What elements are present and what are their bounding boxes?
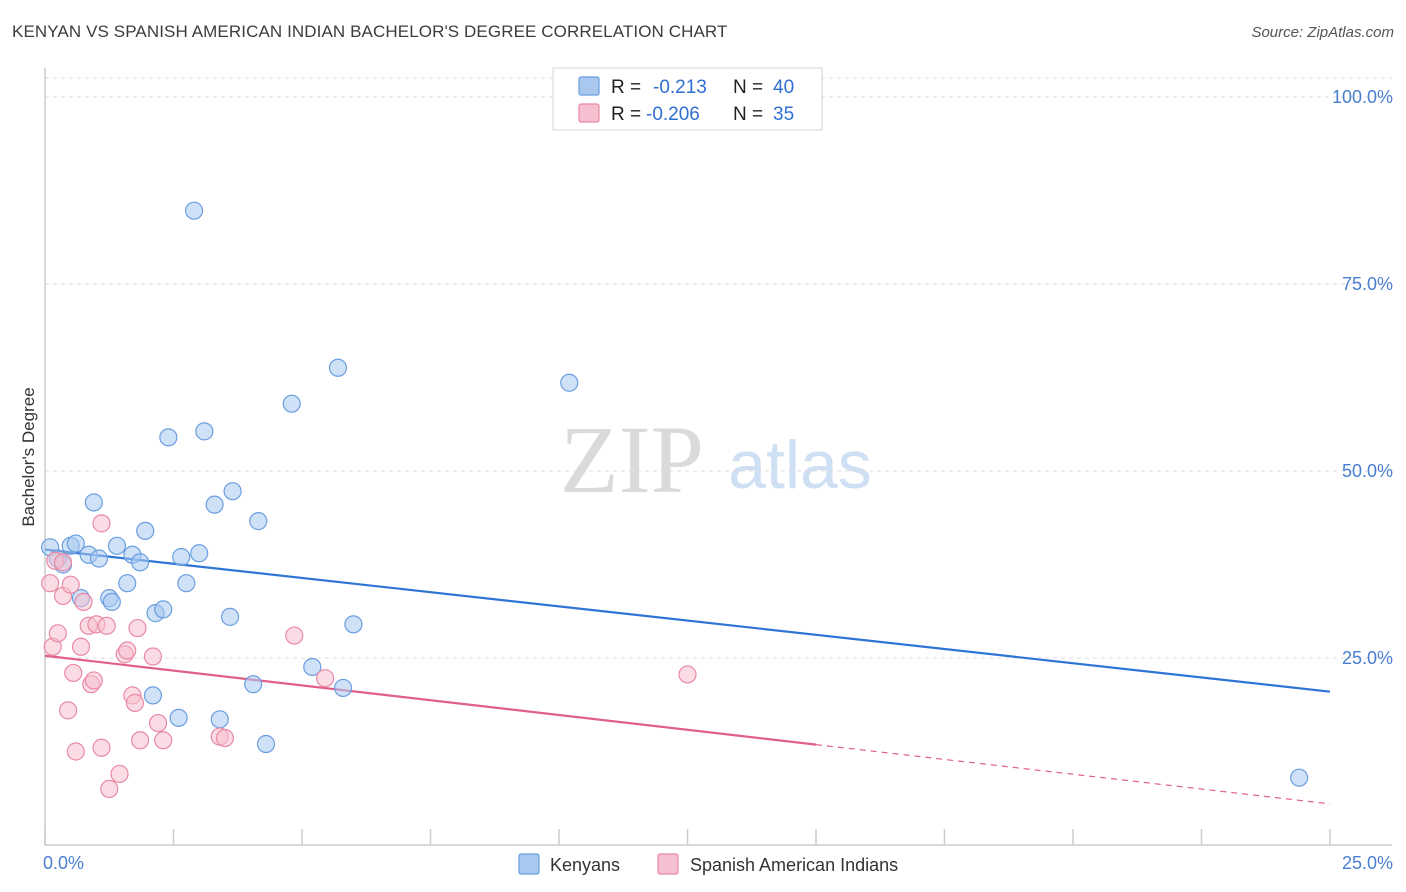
kenyans-point[interactable]: [190, 544, 209, 563]
spanish-american-indians-point[interactable]: [48, 624, 67, 643]
spanish-american-indians-trend-extension: [815, 744, 1331, 805]
kenyans-point[interactable]: [1290, 768, 1309, 787]
legend-r-label-kenyans: R =: [611, 77, 641, 98]
kenyans-point[interactable]: [344, 615, 363, 634]
kenyans-point[interactable]: [136, 521, 155, 540]
tick-labels: 100.0% 75.0% 50.0% 25.0% 0.0% 25.0%: [43, 87, 1393, 873]
spanish-american-indians-point[interactable]: [678, 665, 697, 684]
watermark-atlas: atlas: [728, 427, 872, 503]
spanish-american-indians-point[interactable]: [316, 669, 335, 688]
spanish-american-indians-point[interactable]: [71, 637, 91, 656]
bottom-legend: Kenyans Spanish American Indians: [518, 853, 898, 875]
bottom-legend-swatch-kenyans[interactable]: [518, 853, 540, 875]
kenyans-point[interactable]: [334, 678, 353, 698]
kenyans-point[interactable]: [89, 549, 109, 568]
kenyans-point[interactable]: [130, 553, 150, 572]
kenyans-point[interactable]: [256, 734, 276, 754]
legend-n-label-spanish: N =: [733, 104, 763, 125]
spanish-american-indians-point[interactable]: [53, 553, 73, 572]
spanish-american-indians-trend-line: [44, 654, 817, 746]
chart-title: KENYAN VS SPANISH AMERICAN INDIAN BACHEL…: [12, 22, 728, 41]
spanish-american-indians-point[interactable]: [59, 701, 78, 720]
spanish-american-indians-point[interactable]: [64, 663, 83, 683]
spanish-american-indians-point[interactable]: [84, 671, 103, 690]
spanish-american-indians-point[interactable]: [148, 713, 168, 733]
kenyans-point[interactable]: [210, 710, 229, 729]
spanish-american-indians-point[interactable]: [215, 728, 234, 748]
kenyans-point[interactable]: [177, 574, 196, 593]
spanish-american-indians-point[interactable]: [97, 616, 116, 635]
x-tick-label-min: 0.0%: [43, 853, 84, 873]
spanish-american-indians-point[interactable]: [110, 764, 129, 784]
data-points: [41, 201, 1309, 799]
bottom-legend-swatch-spanish-american-indians[interactable]: [657, 853, 679, 875]
kenyans-point[interactable]: [66, 534, 85, 553]
kenyans-point[interactable]: [560, 373, 579, 392]
trend-lines: [44, 548, 1331, 805]
legend-r-value-kenyans: -0.213: [653, 77, 707, 98]
y-tick-label: 25.0%: [1342, 648, 1393, 668]
spanish-american-indians-point[interactable]: [92, 514, 111, 533]
kenyans-point[interactable]: [223, 482, 242, 501]
spanish-american-indians-point[interactable]: [125, 693, 145, 712]
y-tick-label: 50.0%: [1342, 461, 1393, 481]
kenyans-point[interactable]: [249, 512, 268, 531]
spanish-american-indians-point[interactable]: [61, 575, 80, 594]
y-tick-label: 100.0%: [1332, 87, 1393, 107]
kenyans-point[interactable]: [118, 574, 137, 593]
spanish-american-indians-point[interactable]: [92, 738, 111, 757]
spanish-american-indians-point[interactable]: [143, 647, 163, 666]
bottom-legend-label-kenyans[interactable]: Kenyans: [550, 855, 620, 875]
legend-swatch-kenyans: [578, 76, 600, 96]
legend-n-value-kenyans: 40: [773, 77, 794, 98]
kenyans-point[interactable]: [328, 358, 348, 377]
spanish-american-indians-point[interactable]: [41, 574, 60, 593]
kenyans-point[interactable]: [244, 675, 263, 694]
spanish-american-indians-point[interactable]: [130, 731, 150, 750]
y-axis-title: Bachelor's Degree: [19, 387, 38, 526]
legend-swatch-spanish-american-indians: [578, 103, 600, 123]
legend-box: R = -0.213 N = 40 R = -0.206 N = 35: [552, 67, 823, 131]
y-tick-label: 75.0%: [1342, 274, 1393, 294]
kenyans-point[interactable]: [102, 592, 121, 612]
spanish-american-indians-point[interactable]: [154, 731, 173, 750]
kenyans-point[interactable]: [195, 422, 214, 441]
watermark-zip: ZIP: [560, 406, 704, 513]
axes: [44, 68, 1392, 846]
kenyans-point[interactable]: [303, 657, 322, 677]
bottom-legend-label-spanish-american-indians[interactable]: Spanish American Indians: [690, 855, 898, 875]
kenyans-point[interactable]: [184, 201, 204, 220]
kenyans-point[interactable]: [169, 708, 188, 727]
spanish-american-indians-point[interactable]: [66, 742, 85, 761]
kenyans-point[interactable]: [172, 547, 191, 567]
source-label: Source: ZipAtlas.com: [1251, 24, 1394, 41]
legend-n-label-kenyans: N =: [733, 77, 763, 98]
kenyans-point[interactable]: [220, 607, 240, 626]
spanish-american-indians-point[interactable]: [118, 641, 137, 660]
legend-r-label-spanish: R =: [611, 104, 641, 125]
spanish-american-indians-point[interactable]: [100, 779, 119, 799]
kenyans-point[interactable]: [107, 536, 127, 555]
kenyans-trend-line: [44, 548, 1331, 693]
kenyans-point[interactable]: [282, 394, 301, 413]
spanish-american-indians-point[interactable]: [285, 626, 304, 645]
spanish-american-indians-point[interactable]: [128, 618, 147, 638]
legend-r-value-spanish: -0.206: [646, 104, 700, 125]
kenyans-point[interactable]: [205, 495, 224, 514]
x-tick-label-max: 25.0%: [1342, 853, 1393, 873]
kenyans-point[interactable]: [154, 600, 173, 619]
spanish-american-indians-point[interactable]: [74, 592, 93, 612]
legend-n-value-spanish: 35: [773, 104, 794, 125]
kenyans-point[interactable]: [84, 493, 103, 512]
kenyans-point[interactable]: [143, 686, 163, 705]
kenyans-point[interactable]: [159, 428, 178, 447]
